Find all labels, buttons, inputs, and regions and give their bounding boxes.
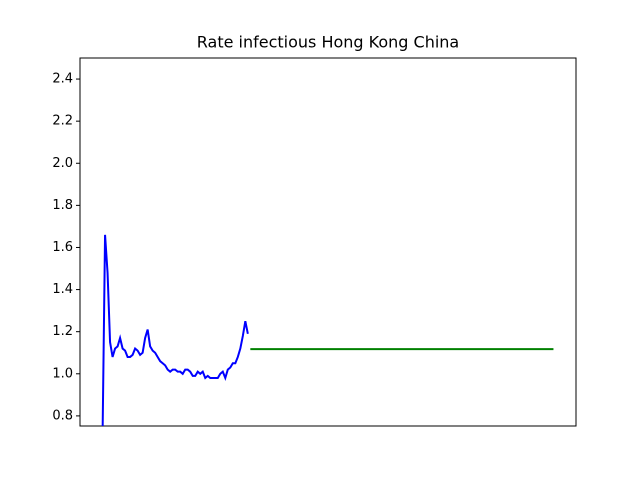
plot-frame xyxy=(79,57,577,427)
y-tick-label: 2.2 xyxy=(52,114,73,129)
y-tick-label: 2.4 xyxy=(52,72,73,87)
y-tick-label: 0.8 xyxy=(52,408,73,423)
series-line xyxy=(101,234,249,426)
chart-title: Rate infectious Hong Kong China xyxy=(197,33,459,52)
y-tick-label: 2.0 xyxy=(52,156,73,171)
y-tick-label: 1.6 xyxy=(52,240,73,255)
y-tick-label: 1.2 xyxy=(52,324,73,339)
y-tick-label: 1.0 xyxy=(52,366,73,381)
y-tick-label: 1.4 xyxy=(52,282,73,297)
y-tick-label: 1.8 xyxy=(52,198,73,213)
